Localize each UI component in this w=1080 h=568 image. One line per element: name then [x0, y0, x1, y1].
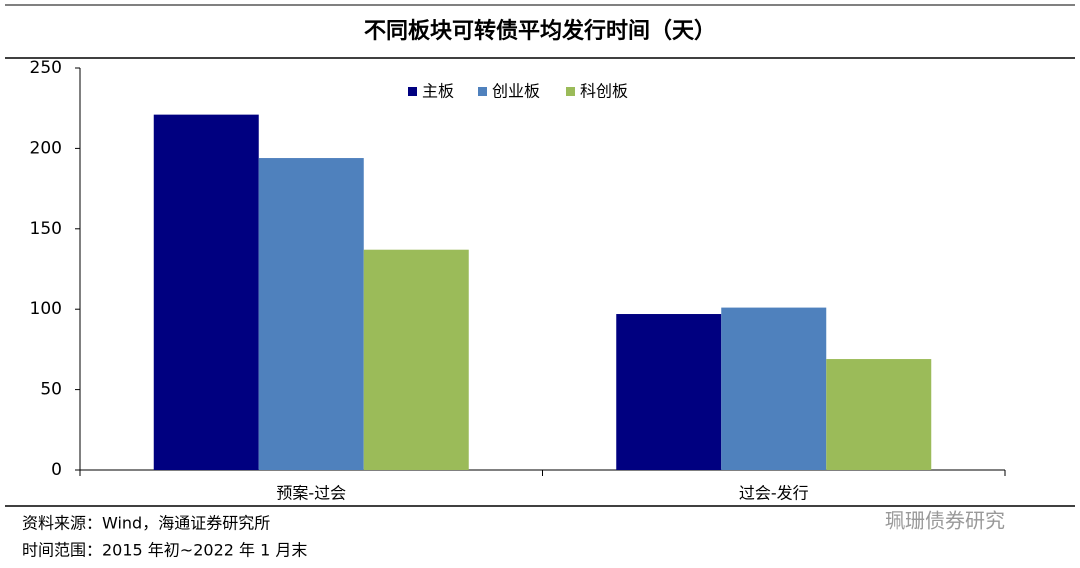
bar — [721, 307, 827, 470]
source-note: 资料来源：Wind，海通证券研究所 — [22, 514, 270, 533]
period-note: 时间范围：2015 年初~2022 年 1 月末 — [22, 541, 307, 560]
bar — [616, 314, 722, 470]
bar — [153, 114, 259, 470]
bar — [258, 158, 364, 470]
legend-label: 科创板 — [580, 82, 628, 101]
y-tick-label: 200 — [30, 138, 62, 158]
y-tick-label: 250 — [30, 58, 62, 78]
legend-label: 主板 — [422, 82, 454, 101]
watermark: 珮珊债券研究 — [885, 509, 1005, 533]
chart-title: 不同板块可转债平均发行时间（天） — [364, 18, 716, 44]
bar — [826, 359, 932, 470]
y-tick-label: 150 — [30, 219, 62, 239]
legend-label: 创业板 — [492, 82, 540, 101]
legend-swatch — [566, 87, 575, 96]
x-tick-label: 过会-发行 — [739, 484, 809, 503]
y-tick-label: 100 — [30, 299, 62, 319]
y-tick-label: 50 — [40, 380, 62, 400]
legend-swatch — [408, 87, 417, 96]
x-tick-label: 预案-过会 — [276, 484, 346, 503]
legend-swatch — [478, 87, 487, 96]
y-tick-label: 0 — [51, 460, 62, 480]
bar — [363, 249, 469, 470]
